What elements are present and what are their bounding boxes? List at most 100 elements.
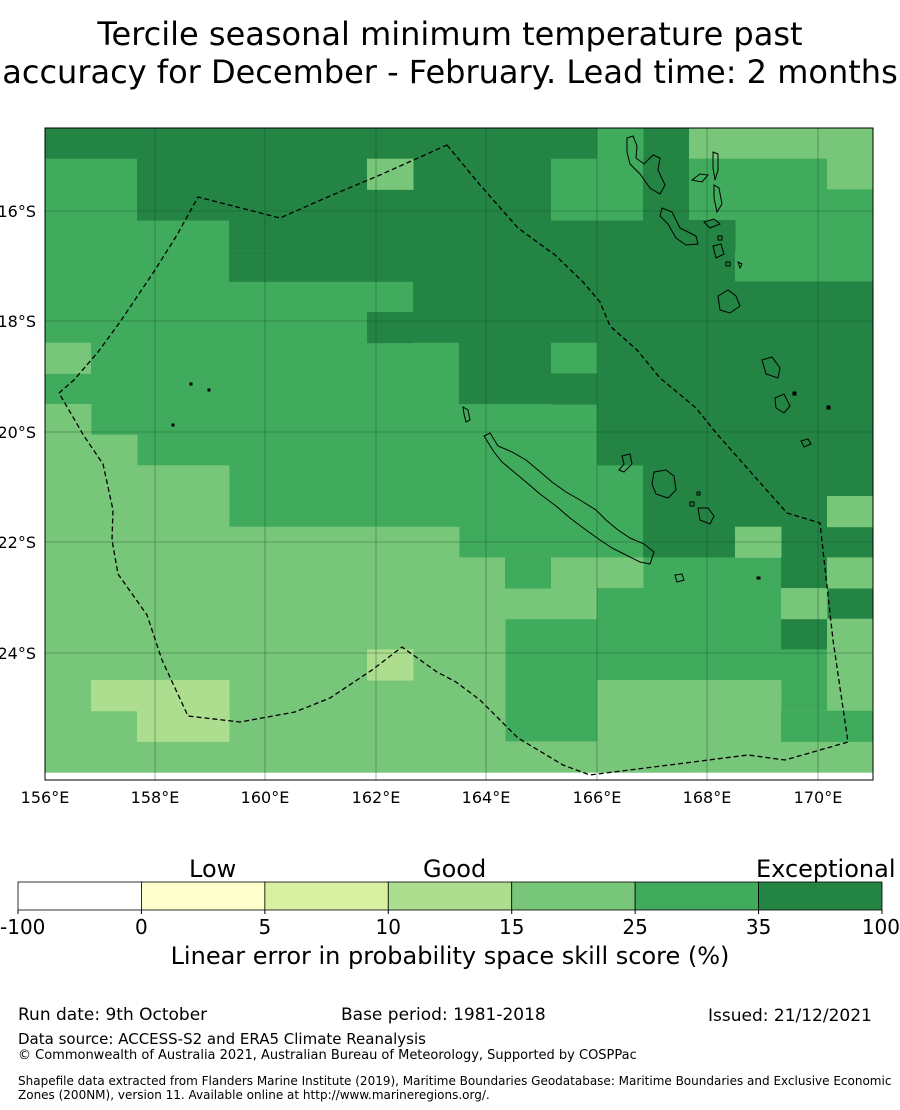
grid-cell bbox=[689, 557, 736, 589]
grid-cell bbox=[781, 281, 828, 313]
grid-cell bbox=[183, 220, 230, 252]
grid-cell bbox=[781, 618, 828, 650]
grid-cell bbox=[275, 496, 322, 528]
grid-cell bbox=[781, 465, 828, 497]
grid-cell-region bbox=[367, 649, 414, 681]
grid-cell bbox=[643, 250, 690, 282]
coastlines bbox=[171, 135, 831, 583]
colorbar-tick-label: -100 bbox=[0, 915, 45, 939]
grid-cell bbox=[137, 312, 184, 344]
grid-cell bbox=[505, 496, 552, 528]
grid-cell bbox=[137, 404, 184, 436]
grid-cell bbox=[229, 220, 276, 252]
grid-cell bbox=[505, 434, 552, 466]
grid-cell-region bbox=[781, 434, 873, 466]
grid-cell bbox=[781, 220, 828, 252]
grid-cell bbox=[735, 557, 782, 589]
grid-cell bbox=[735, 250, 782, 282]
grid-cell bbox=[689, 342, 736, 374]
grid-cell bbox=[781, 557, 828, 589]
grid-cell bbox=[735, 342, 782, 374]
grid-cell bbox=[597, 342, 644, 374]
grid-cell-region bbox=[413, 281, 460, 313]
grid-cell bbox=[321, 312, 368, 344]
island-ambae bbox=[690, 173, 709, 183]
grid-cell-region bbox=[781, 588, 828, 620]
grid-cell-region bbox=[689, 220, 736, 252]
eez-boundary bbox=[58, 144, 849, 776]
grid-cell bbox=[321, 342, 368, 374]
grid-cell bbox=[551, 680, 598, 712]
latitude-label: 22°S bbox=[0, 533, 36, 552]
grid-cell-region bbox=[551, 342, 598, 374]
grid-cell bbox=[781, 496, 828, 528]
data-source: Data source: ACCESS-S2 and ERA5 Climate … bbox=[18, 1030, 426, 1048]
grid-cell bbox=[827, 649, 873, 681]
grid-cell bbox=[689, 618, 736, 650]
grid-cell bbox=[229, 373, 276, 405]
grid-cell bbox=[459, 496, 506, 528]
island-mare bbox=[697, 507, 715, 525]
grid-cell-region bbox=[551, 373, 598, 405]
grid-cell-region bbox=[367, 312, 414, 344]
grid-cell bbox=[827, 342, 873, 374]
copyright: © Commonwealth of Australia 2021, Austra… bbox=[18, 1048, 637, 1063]
grid-cell bbox=[229, 312, 276, 344]
grid-cell bbox=[321, 404, 368, 436]
grid-cell-region bbox=[689, 128, 873, 160]
grid-cell-region bbox=[367, 158, 414, 190]
grid-cell bbox=[551, 281, 598, 313]
grid-cell bbox=[735, 588, 782, 620]
island-futuna bbox=[826, 405, 831, 410]
grid-cell-region bbox=[91, 342, 138, 374]
colorbar-label: Linear error in probability space skill … bbox=[170, 942, 730, 970]
longitude-label: 162°E bbox=[352, 788, 401, 807]
island-tiga bbox=[689, 491, 701, 507]
grid-cell bbox=[413, 434, 460, 466]
grid-cell bbox=[183, 342, 230, 374]
colorbar-tick-label: 10 bbox=[376, 915, 401, 939]
longitude-label: 160°E bbox=[241, 788, 290, 807]
colorbar-tick-label: 5 bbox=[258, 915, 271, 939]
grid-cell bbox=[229, 342, 276, 374]
grid-cell bbox=[321, 496, 368, 528]
grid-cell bbox=[413, 496, 460, 528]
latitude-label: 16°S bbox=[0, 202, 36, 221]
longitude-label: 158°E bbox=[131, 788, 180, 807]
grid-cell bbox=[413, 342, 460, 374]
colorbar-tick-label: 15 bbox=[499, 915, 524, 939]
grid-cell bbox=[505, 680, 552, 712]
grid-cell bbox=[827, 465, 873, 497]
grid-cell-region bbox=[45, 741, 873, 773]
grid-cell bbox=[643, 557, 690, 589]
grid-cell bbox=[367, 434, 414, 466]
island-pentecost bbox=[713, 184, 723, 214]
island-isle-of-pines bbox=[674, 573, 685, 583]
grid-cell bbox=[597, 250, 644, 282]
colorbar-tick-label: 25 bbox=[622, 915, 647, 939]
grid-cell bbox=[229, 434, 276, 466]
grid-cell bbox=[551, 496, 598, 528]
grid-cell bbox=[275, 312, 322, 344]
grid-cell bbox=[505, 618, 552, 650]
grid-cell-region bbox=[137, 158, 368, 221]
grid-cell bbox=[137, 373, 184, 405]
grid-cell bbox=[643, 281, 690, 313]
island-maewo bbox=[712, 151, 719, 181]
colorbar-ticks: -100 0 5 10 15 25 35 100 bbox=[0, 910, 900, 939]
grid-cell bbox=[367, 373, 414, 405]
island-lifou bbox=[651, 469, 677, 499]
grid-cell-region bbox=[551, 158, 598, 221]
skill-score-grid bbox=[45, 128, 873, 773]
grid-cell-region bbox=[781, 710, 873, 742]
grid-cell bbox=[781, 342, 828, 374]
longitude-label: 168°E bbox=[683, 788, 732, 807]
grid-cell bbox=[321, 281, 368, 313]
grid-cell-region bbox=[91, 680, 230, 712]
grid-cell bbox=[413, 465, 460, 497]
colorbar bbox=[17, 881, 883, 911]
grid-cell-region bbox=[45, 158, 138, 374]
grid-cell bbox=[367, 404, 414, 436]
island-tanna bbox=[774, 393, 791, 414]
grid-cell bbox=[597, 220, 644, 252]
